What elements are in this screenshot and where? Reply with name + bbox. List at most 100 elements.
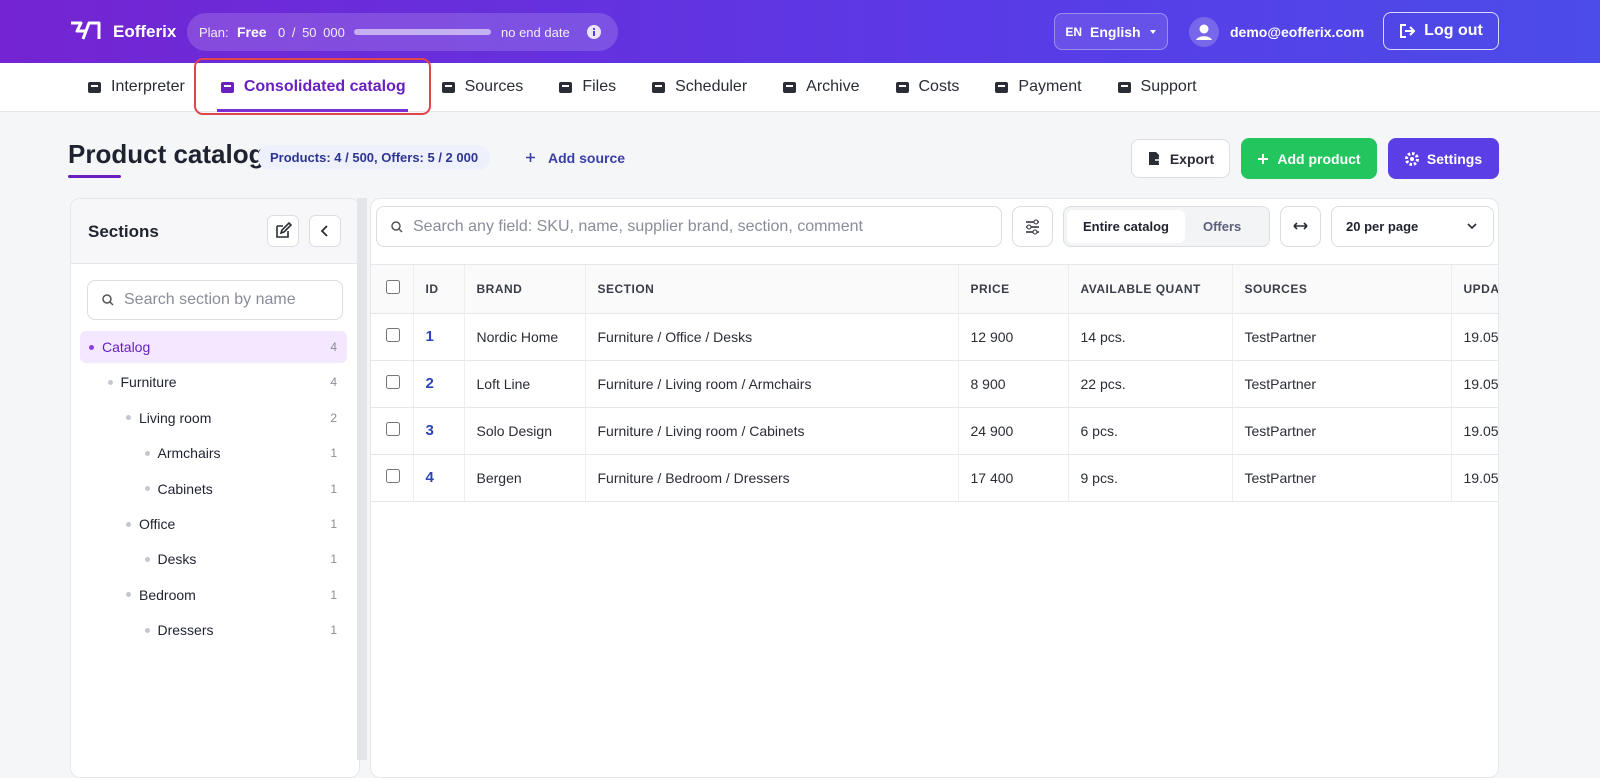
nav-icon <box>995 81 1009 93</box>
sections-title: Sections <box>88 222 159 241</box>
nav-item[interactable]: Sources <box>440 63 523 112</box>
tree-count: 1 <box>330 446 337 461</box>
nav-item[interactable]: Payment <box>993 63 1082 112</box>
per-page-select[interactable]: 20 per page <box>1331 206 1494 247</box>
row-checkbox[interactable] <box>386 328 400 342</box>
filter-button[interactable] <box>1012 206 1053 247</box>
table-cell: 14 pcs. <box>1068 313 1233 361</box>
export-button[interactable]: Export <box>1131 139 1230 178</box>
width-toggle[interactable] <box>1280 206 1321 247</box>
table-cell: 19.05 <box>1451 407 1498 455</box>
select-cell <box>371 407 414 455</box>
table-cell: 22 pcs. <box>1068 360 1233 408</box>
product-id[interactable]: 1 <box>413 313 465 361</box>
tree-row[interactable]: Living room 2 <box>80 402 347 434</box>
tree-row[interactable]: Catalog 4 <box>80 331 347 363</box>
table-cell: 19.05 <box>1451 313 1498 361</box>
column-header[interactable]: PRICE <box>958 265 1069 314</box>
tree-count: 1 <box>330 517 337 531</box>
nav-item[interactable]: Interpreter <box>86 63 185 112</box>
table-cell: TestPartner <box>1232 313 1452 361</box>
nav-item[interactable]: Scheduler <box>650 63 747 112</box>
tree-count: 4 <box>330 375 337 390</box>
tree-row[interactable]: Bedroom 1 <box>80 579 347 611</box>
usage-bar <box>354 29 491 35</box>
chevron <box>1467 223 1477 230</box>
add-source-link[interactable]: Add source <box>525 145 625 170</box>
nav-label: Archive <box>806 78 860 95</box>
catalog-search-placeholder: Search any field: SKU, name, supplier br… <box>413 217 863 235</box>
column-header[interactable]: SECTION <box>585 265 959 314</box>
nav-item[interactable]: Support <box>1116 63 1197 112</box>
catalog-search[interactable]: Search any field: SKU, name, supplier br… <box>376 206 1002 247</box>
column-title: SECTION <box>597 281 655 296</box>
plus-icon <box>526 153 535 162</box>
avatar[interactable] <box>1189 17 1219 47</box>
row-checkbox[interactable] <box>386 375 400 389</box>
table-cell: 9 pcs. <box>1068 454 1233 502</box>
nav-label: Files <box>582 78 617 95</box>
column-header[interactable]: UPDA <box>1451 265 1499 314</box>
table-cell: Furniture / Office / Desks <box>585 313 959 361</box>
tree-label: Bedroom <box>139 586 196 603</box>
row-checkbox[interactable] <box>386 469 400 483</box>
logout-button[interactable]: Log out <box>1383 12 1499 50</box>
tree-bullet <box>107 379 113 385</box>
table-cell: 8 900 <box>958 360 1069 408</box>
language-select[interactable]: EN English <box>1054 13 1168 50</box>
tree-bullet <box>144 627 150 633</box>
nav-icon <box>895 81 909 93</box>
plan-label: Plan: <box>199 25 229 40</box>
tree-bullet <box>144 450 150 456</box>
scope-toggle: Entire catalog Offers <box>1063 206 1270 247</box>
scope-option[interactable]: Offers <box>1202 219 1242 234</box>
tree-row[interactable]: Cabinets 1 <box>80 473 347 505</box>
tree-row[interactable]: Armchairs 1 <box>80 437 347 469</box>
user-email: demo@eofferix.com <box>1230 24 1365 40</box>
catalog-panel: Search any field: SKU, name, supplier br… <box>370 198 1499 778</box>
collapse-button[interactable] <box>309 215 341 247</box>
nav-label: Costs <box>918 78 960 95</box>
nav-item[interactable]: Consolidated catalog <box>193 57 431 115</box>
column-title: ID <box>425 281 439 296</box>
edit-button[interactable] <box>267 215 299 247</box>
lang-code: EN <box>1065 24 1083 39</box>
search-icon <box>391 220 403 233</box>
tree-row[interactable]: Office 1 <box>80 508 347 540</box>
product-id[interactable]: 2 <box>413 360 465 408</box>
section-search[interactable]: Search section by name <box>87 280 343 320</box>
table-row: 2 Loft Line Furniture / Living room / Armc… <box>371 360 1498 408</box>
select-all-checkbox[interactable] <box>386 280 400 295</box>
add-product-label: Add product <box>1277 150 1361 167</box>
tree-label: Cabinets <box>157 480 213 497</box>
column-header[interactable]: AVAILABLE QUANT <box>1068 265 1233 314</box>
column-header[interactable]: BRAND <box>464 265 586 314</box>
tree-row[interactable]: Furniture 4 <box>80 366 347 398</box>
column-header[interactable]: ID <box>413 265 465 314</box>
settings-button[interactable]: Settings <box>1388 138 1499 179</box>
product-id[interactable]: 3 <box>413 407 465 455</box>
plan-name: Free <box>237 24 267 40</box>
scope-option[interactable]: Entire catalog <box>1067 210 1185 243</box>
nav-item[interactable]: Costs <box>894 63 960 112</box>
nav-item[interactable]: Files <box>557 63 616 112</box>
column-header[interactable]: SOURCES <box>1232 265 1452 314</box>
add-product-button[interactable]: Add product <box>1241 138 1377 179</box>
nav-label: Support <box>1140 78 1197 95</box>
row-checkbox[interactable] <box>386 422 400 436</box>
nav-item[interactable]: Archive <box>781 63 860 112</box>
nav-icon <box>1117 81 1131 93</box>
resize-handle[interactable] <box>357 198 367 760</box>
table-cell: 12 900 <box>958 313 1069 361</box>
tree-label: Desks <box>157 551 197 568</box>
table-row: 3 Solo Design Furniture / Living room / Ca… <box>371 407 1498 455</box>
tree-row[interactable]: Desks 1 <box>80 543 347 575</box>
table-cell: Bergen <box>464 454 586 502</box>
info-icon[interactable] <box>586 24 602 40</box>
product-id[interactable]: 4 <box>413 454 465 502</box>
nav-icon <box>88 81 101 93</box>
column-title: UPDA <box>1463 281 1499 296</box>
tree-row[interactable]: Dressers 1 <box>80 614 347 646</box>
table-cell: 24 900 <box>958 407 1069 455</box>
